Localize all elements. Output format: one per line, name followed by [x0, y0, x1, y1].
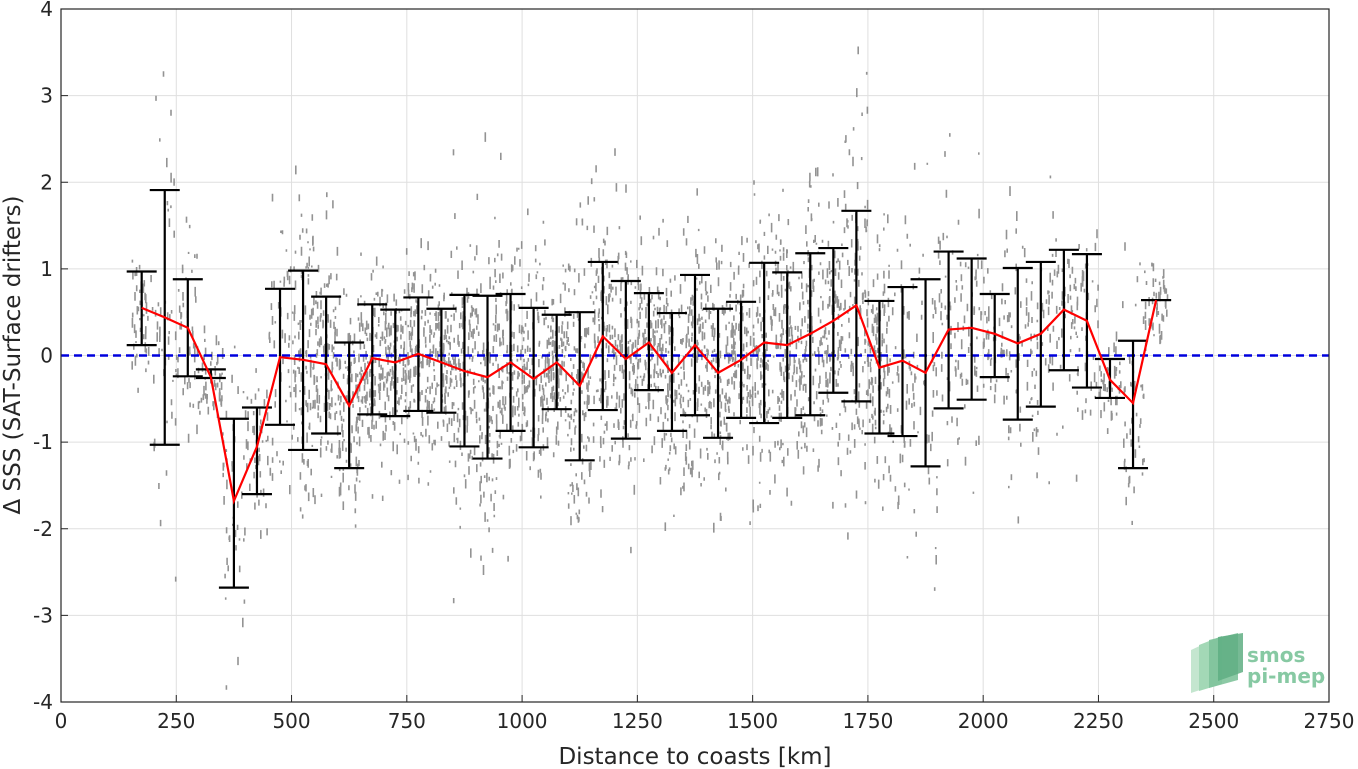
error-bar	[426, 307, 457, 414]
y-tick-labels: 4 3 2 1 0 -1 -2 -3 -4	[33, 0, 53, 714]
y-tick-label: -3	[33, 603, 53, 627]
y-tick-label: 2	[40, 170, 53, 194]
y-tick-label: -4	[33, 690, 53, 714]
x-tick-label: 2500	[1188, 709, 1239, 733]
x-tick-label: 0	[55, 709, 68, 733]
y-tick-label: -2	[33, 517, 53, 541]
x-tick-label: 2000	[958, 709, 1009, 733]
y-tick-label: -1	[33, 430, 53, 454]
y-tick-label: 1	[40, 257, 53, 281]
logo-line2: pi-mep	[1247, 664, 1325, 688]
y-tick-label: 0	[40, 344, 53, 368]
y-tick-label: 4	[40, 0, 53, 21]
x-tick-label: 1250	[612, 709, 663, 733]
x-tick-label: 1750	[842, 709, 893, 733]
error-bar	[956, 257, 987, 401]
x-tick-label: 750	[388, 709, 426, 733]
x-axis-title: Distance to coasts [km]	[558, 744, 831, 769]
x-tick-labels: 0 250 500 750 1000 1250 1500 1750 2000 2250 2500 27…	[55, 709, 1355, 733]
x-tick-label: 500	[272, 709, 310, 733]
x-tick-label: 2750	[1304, 709, 1355, 733]
error-bar	[979, 292, 1010, 379]
x-tick-label: 250	[157, 709, 195, 733]
y-axis-title: Δ SSS (SAT-Surface drifters)	[0, 196, 26, 515]
mean-line	[141, 299, 1158, 505]
logo-wave-icon	[1191, 633, 1243, 693]
plot-frame	[60, 8, 1330, 703]
x-tick-label: 1500	[727, 709, 778, 733]
y-tick-label: 3	[40, 84, 53, 108]
logo-line1: smos	[1247, 643, 1305, 667]
x-tick-label: 1000	[497, 709, 548, 733]
x-tick-label: 2250	[1073, 709, 1124, 733]
smos-pi-mep-logo: smos pi-mep	[1191, 633, 1325, 693]
